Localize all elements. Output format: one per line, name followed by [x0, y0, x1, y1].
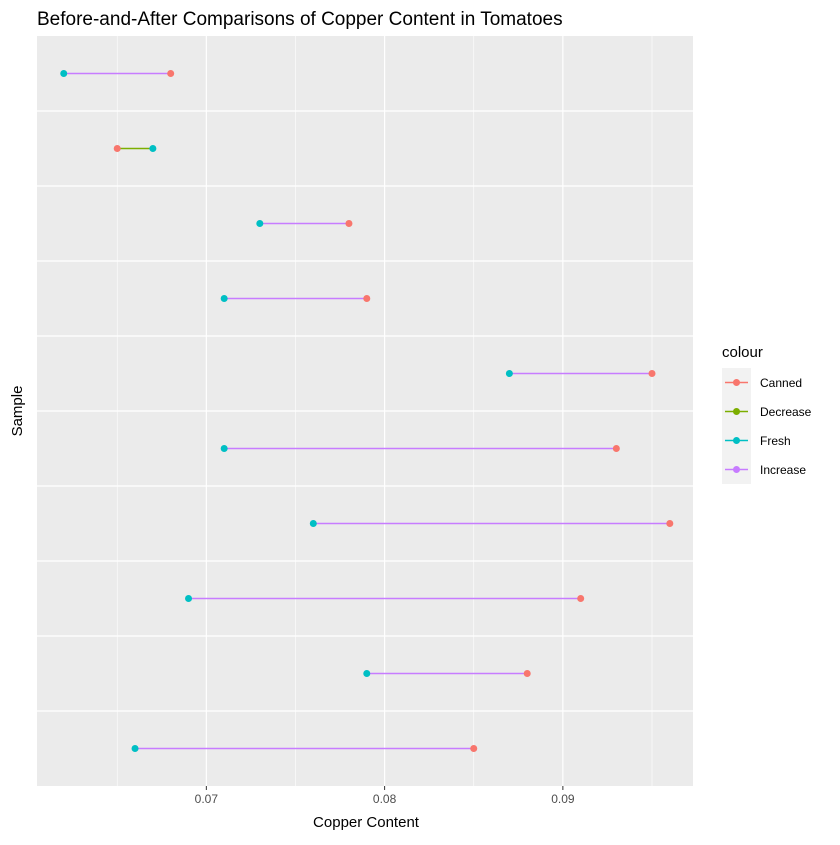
fresh-point: [220, 445, 228, 452]
legend-key-point: [733, 408, 740, 415]
y-axis-label: Sample: [9, 386, 26, 437]
x-tick-label: 0.08: [373, 792, 397, 806]
canned-point: [577, 595, 585, 602]
canned-point: [666, 520, 674, 527]
dumbbell-points: [60, 70, 674, 752]
canned-point: [612, 445, 620, 452]
canned-point: [648, 370, 656, 377]
x-tick-label: 0.07: [195, 792, 219, 806]
legend-title: colour: [722, 344, 763, 361]
canned-point: [470, 745, 478, 752]
fresh-point: [220, 295, 228, 302]
fresh-point: [60, 70, 68, 77]
fresh-point: [505, 370, 513, 377]
x-axis-label: Copper Content: [313, 814, 420, 831]
legend-key-point: [733, 437, 740, 444]
fresh-point: [256, 220, 264, 227]
legend-label: Increase: [760, 463, 806, 477]
canned-point: [167, 70, 175, 77]
fresh-point: [131, 745, 139, 752]
x-tick-label: 0.09: [551, 792, 575, 806]
fresh-point: [309, 520, 317, 527]
fresh-point: [149, 145, 157, 152]
fresh-point: [363, 670, 371, 677]
grid-lines: [37, 36, 693, 786]
legend: colour Canned Decrease Fresh Increase: [722, 344, 812, 484]
legend-label: Fresh: [760, 434, 791, 448]
fresh-point: [185, 595, 193, 602]
legend-label: Decrease: [760, 405, 812, 419]
canned-point: [113, 145, 121, 152]
chart-title: Before-and-After Comparisons of Copper C…: [37, 9, 563, 30]
legend-key-point: [733, 379, 740, 386]
legend-key-point: [733, 466, 740, 473]
canned-point: [345, 220, 353, 227]
canned-point: [523, 670, 531, 677]
legend-label: Canned: [760, 376, 802, 390]
x-axis: 0.07 0.08 0.09: [195, 786, 575, 806]
canned-point: [363, 295, 371, 302]
dumbbell-segments: [63, 72, 670, 750]
